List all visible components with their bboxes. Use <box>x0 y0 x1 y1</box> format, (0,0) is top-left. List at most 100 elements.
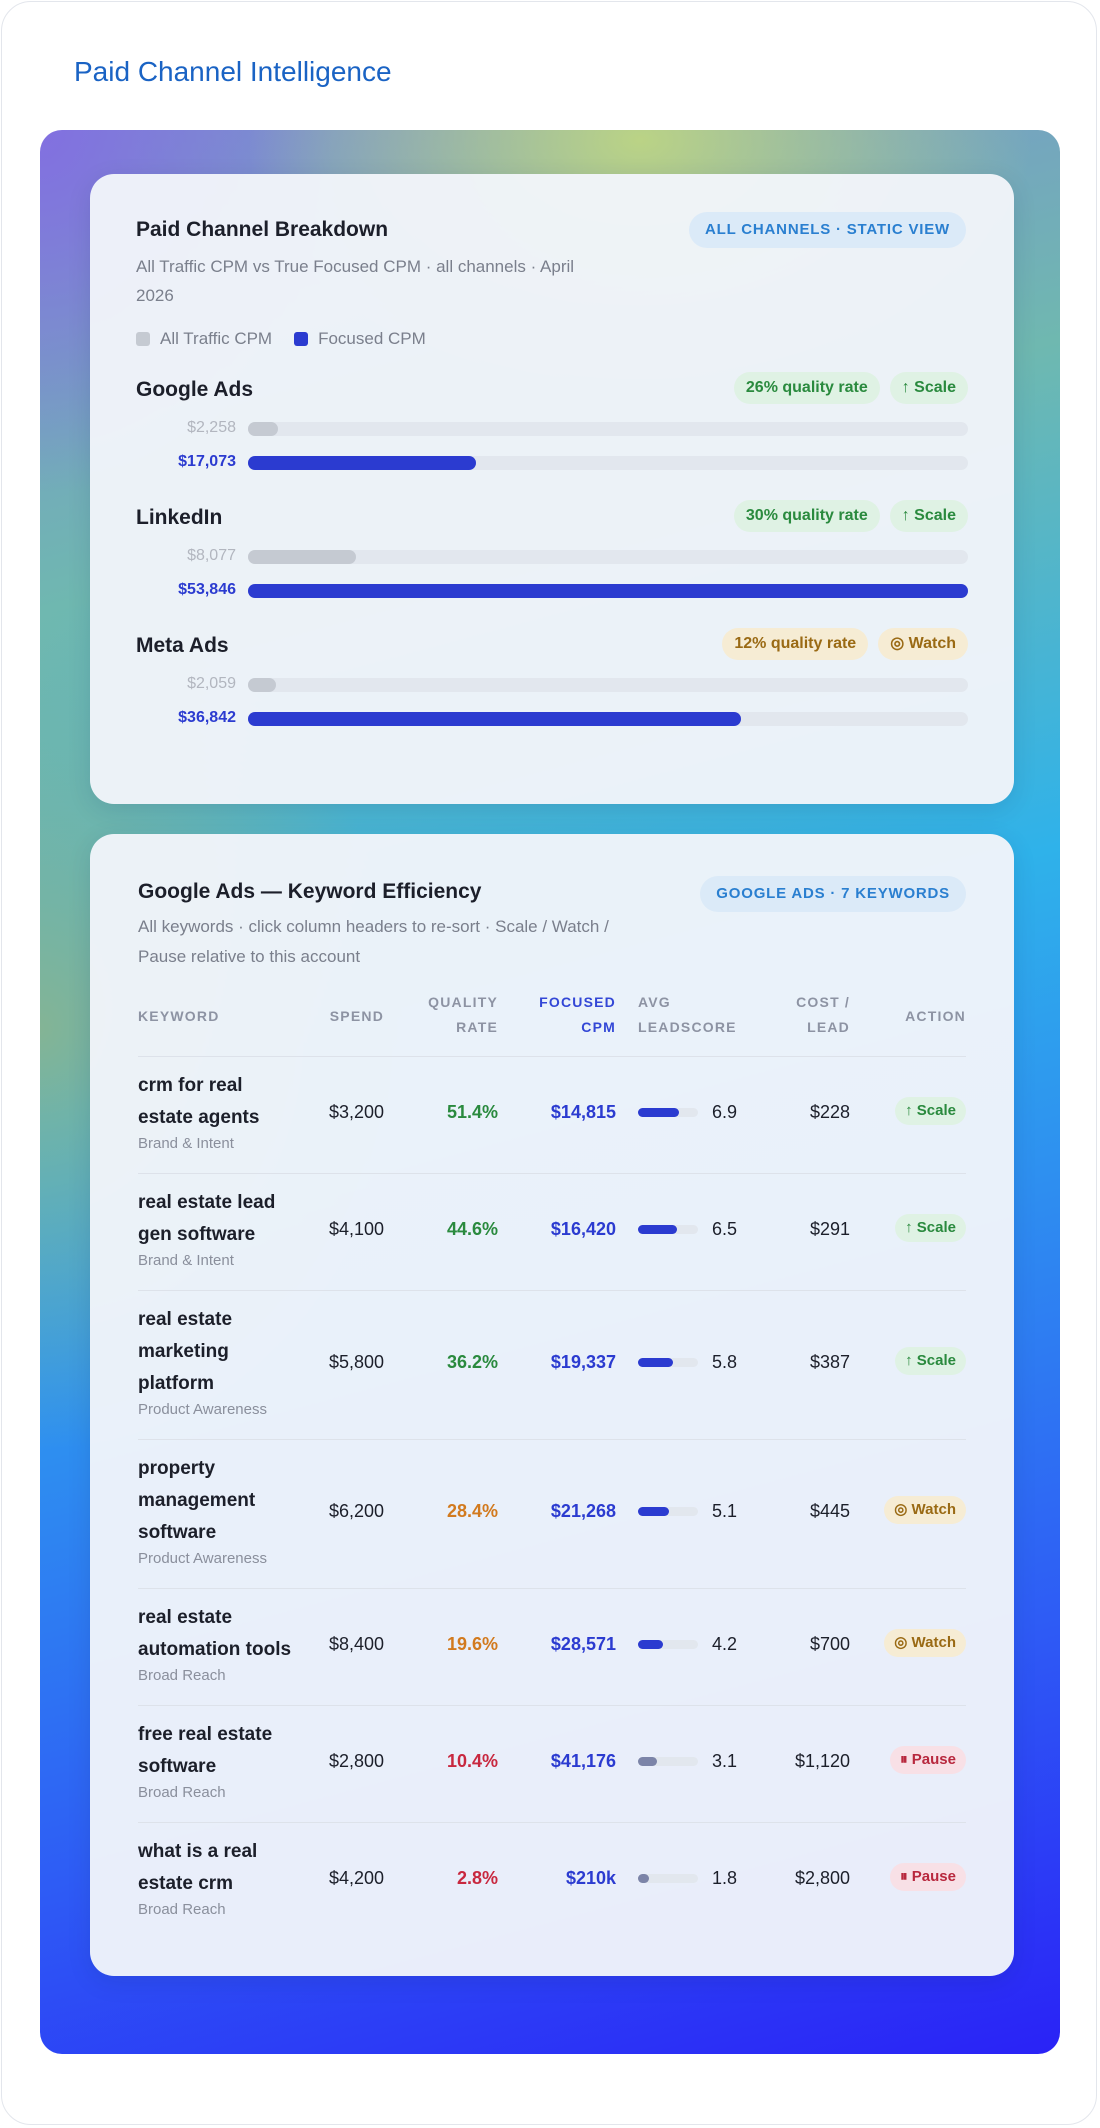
focused-cpm-value: $53,846 <box>178 581 236 598</box>
focused-cpm-value: $36,842 <box>178 709 236 726</box>
focused-cpm-bar <box>248 712 741 726</box>
channel-row: LinkedIn 30% quality rate ↑ Scale $8,077 $53… <box>136 500 968 616</box>
channel-row: Google Ads 26% quality rate ↑ Scale $2,258 $… <box>136 372 968 488</box>
leadscore-value: 5.1 <box>712 1501 738 1521</box>
keyword-line: real estate lead <box>138 1192 276 1213</box>
keyword-line: crm for real <box>138 1075 243 1096</box>
all-traffic-bar-row: $2,059 <box>136 674 968 694</box>
keyword-category: Broad Reach <box>138 1784 226 1801</box>
leadscore-bar-track <box>638 1874 698 1883</box>
keyword-line: automation tools <box>138 1639 292 1660</box>
spend-cell: $6,200 <box>328 1501 384 1521</box>
all-traffic-bar-row: $2,258 <box>136 418 968 438</box>
legend-swatch-grey <box>136 332 150 346</box>
keyword-table: KEYWORD SPEND QUALITY RATE FOCUSED CPM A… <box>138 984 966 1939</box>
col-focused-cpm[interactable]: FOCUSED CPM <box>539 990 616 1040</box>
keyword-cell: crm for real estate agents Brand & Intent <box>138 1070 310 1154</box>
keyword-line: gen software <box>138 1224 256 1245</box>
breakdown-subtitle: All Traffic CPM vs True Focused CPM · al… <box>136 252 676 310</box>
keywords-subtitle-line1: All keywords · click column headers to r… <box>138 917 609 936</box>
keyword-cell: real estate marketing platform Product Awar… <box>138 1304 310 1420</box>
focused-cpm-bar <box>248 584 968 598</box>
keywords-subtitle: All keywords · click column headers to r… <box>138 912 698 972</box>
focused-bar-row: $53,846 <box>136 580 968 600</box>
spend-cell: $8,400 <box>328 1634 384 1654</box>
leadscore-bar <box>638 1108 680 1117</box>
channel-badges: 26% quality rate ↑ Scale <box>724 372 968 404</box>
action-badge: ◎ Watch <box>878 628 968 660</box>
col-spend[interactable]: SPEND <box>329 1008 384 1024</box>
focused-cpm-cell: $41,176 <box>550 1751 616 1771</box>
focused-bar-row: $17,073 <box>136 452 968 472</box>
channel-name: Meta Ads <box>136 634 229 657</box>
channel-badges: 12% quality rate ◎ Watch <box>712 628 968 660</box>
focused-cpm-bar <box>248 456 477 470</box>
leadscore-bar <box>638 1874 649 1883</box>
spend-cell: $4,200 <box>328 1868 384 1888</box>
legend: All Traffic CPM Focused CPM <box>136 329 448 349</box>
bar-track <box>248 712 968 726</box>
breakdown-subtitle-line1: All Traffic CPM vs True Focused CPM · al… <box>136 257 575 276</box>
all-traffic-bar <box>248 550 356 564</box>
leadscore-bar-track <box>638 1108 698 1117</box>
action-badge: ↑ Scale <box>895 1347 966 1375</box>
leadscore-value: 6.9 <box>712 1102 738 1122</box>
legend-swatch-blue <box>294 332 309 346</box>
leadscore-bar <box>638 1507 669 1516</box>
spend-cell: $5,800 <box>328 1352 384 1372</box>
all-traffic-bar <box>248 678 277 692</box>
keyword-cell: what is a real estate crm Broad Reach <box>138 1836 310 1920</box>
table-row: real estate lead gen software Brand & Inte… <box>138 1174 966 1291</box>
all-traffic-value: $2,258 <box>187 419 236 436</box>
keyword-line: what is a real <box>138 1841 258 1862</box>
focused-cpm-cell: $16,420 <box>550 1219 616 1239</box>
bar-track <box>248 678 968 692</box>
quality-rate-cell: 51.4% <box>446 1102 498 1122</box>
bar-track <box>248 422 968 436</box>
leadscore-value: 6.5 <box>712 1219 738 1239</box>
leadscore-bar <box>638 1358 673 1367</box>
leadscore-value: 3.1 <box>712 1751 738 1771</box>
action-badge: ↑ Scale <box>889 372 968 404</box>
col-action[interactable]: ACTION <box>905 1008 966 1024</box>
spend-cell: $2,800 <box>328 1751 384 1771</box>
quality-rate-cell: 19.6% <box>446 1634 498 1654</box>
legend-all-label: All Traffic CPM <box>160 329 273 348</box>
view-scope-pill: ALL CHANNELS · STATIC VIEW <box>689 212 966 248</box>
col-keyword[interactable]: KEYWORD <box>138 1008 220 1024</box>
leadscore-bar <box>638 1225 677 1234</box>
quality-rate-cell: 28.4% <box>446 1501 498 1521</box>
quality-rate-badge: 12% quality rate <box>722 628 869 660</box>
table-row: property management software Product Awaren… <box>138 1440 966 1589</box>
keyword-line: estate agents <box>138 1107 260 1128</box>
keyword-category: Brand & Intent <box>138 1252 234 1269</box>
keyword-line: estate crm <box>138 1873 234 1894</box>
action-badge: ↑ Scale <box>895 1097 966 1125</box>
keyword-category: Product Awareness <box>138 1401 267 1418</box>
keyword-line: software <box>138 1522 217 1543</box>
keyword-category: Broad Reach <box>138 1901 226 1918</box>
focused-cpm-cell: $19,337 <box>550 1352 616 1372</box>
leadscore-bar-track <box>638 1358 698 1367</box>
all-traffic-bar <box>248 422 279 436</box>
col-avg-leadscore[interactable]: AVG LEADSCORE <box>638 990 737 1040</box>
table-header: KEYWORD SPEND QUALITY RATE FOCUSED CPM A… <box>138 984 966 1057</box>
col-quality-rate-line1: QUALITY <box>428 994 498 1010</box>
table-row: real estate automation tools Broad Reach $8… <box>138 1589 966 1706</box>
table-row: real estate marketing platform Product Awar… <box>138 1291 966 1440</box>
legend-focused-label: Focused CPM <box>318 329 426 348</box>
keyword-line: management <box>138 1490 256 1511</box>
bar-track <box>248 456 968 470</box>
focused-bar-row: $36,842 <box>136 708 968 728</box>
col-cost-per-lead-line1: COST / <box>796 994 850 1010</box>
leadscore-bar-track <box>638 1640 698 1649</box>
legend-all-traffic: All Traffic CPM <box>136 329 272 349</box>
keyword-line: real estate <box>138 1309 233 1330</box>
col-quality-rate[interactable]: QUALITY RATE <box>428 990 498 1040</box>
spend-cell: $4,100 <box>328 1219 384 1239</box>
leadscore-bar <box>638 1640 664 1649</box>
cost-per-lead-cell: $445 <box>809 1501 850 1521</box>
channel-badges: 30% quality rate ↑ Scale <box>724 500 968 532</box>
col-cost-per-lead[interactable]: COST / LEAD <box>796 990 850 1040</box>
keyword-line: free real estate <box>138 1724 273 1745</box>
